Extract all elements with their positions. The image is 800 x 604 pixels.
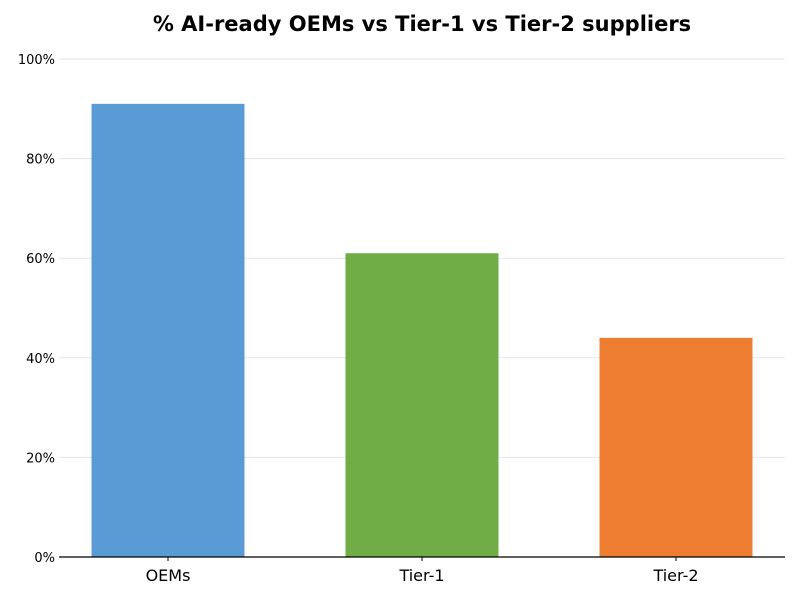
- bar-tier-1: [345, 253, 499, 557]
- y-tick-label: 0%: [34, 551, 55, 566]
- y-tick-label: 40%: [26, 352, 55, 367]
- y-tick-label: 100%: [18, 53, 55, 68]
- x-tick-label: Tier-2: [652, 566, 698, 585]
- x-tick-label: Tier-1: [398, 566, 444, 585]
- x-tick-label: OEMs: [146, 566, 191, 585]
- bar-oems: [91, 103, 245, 557]
- y-tick-label: 80%: [26, 153, 55, 168]
- y-tick-label: 60%: [26, 252, 55, 267]
- chart-title: % AI-ready OEMs vs Tier-1 vs Tier-2 supp…: [153, 12, 691, 36]
- y-tick-label: 20%: [26, 451, 55, 466]
- bar-tier-2: [599, 337, 753, 557]
